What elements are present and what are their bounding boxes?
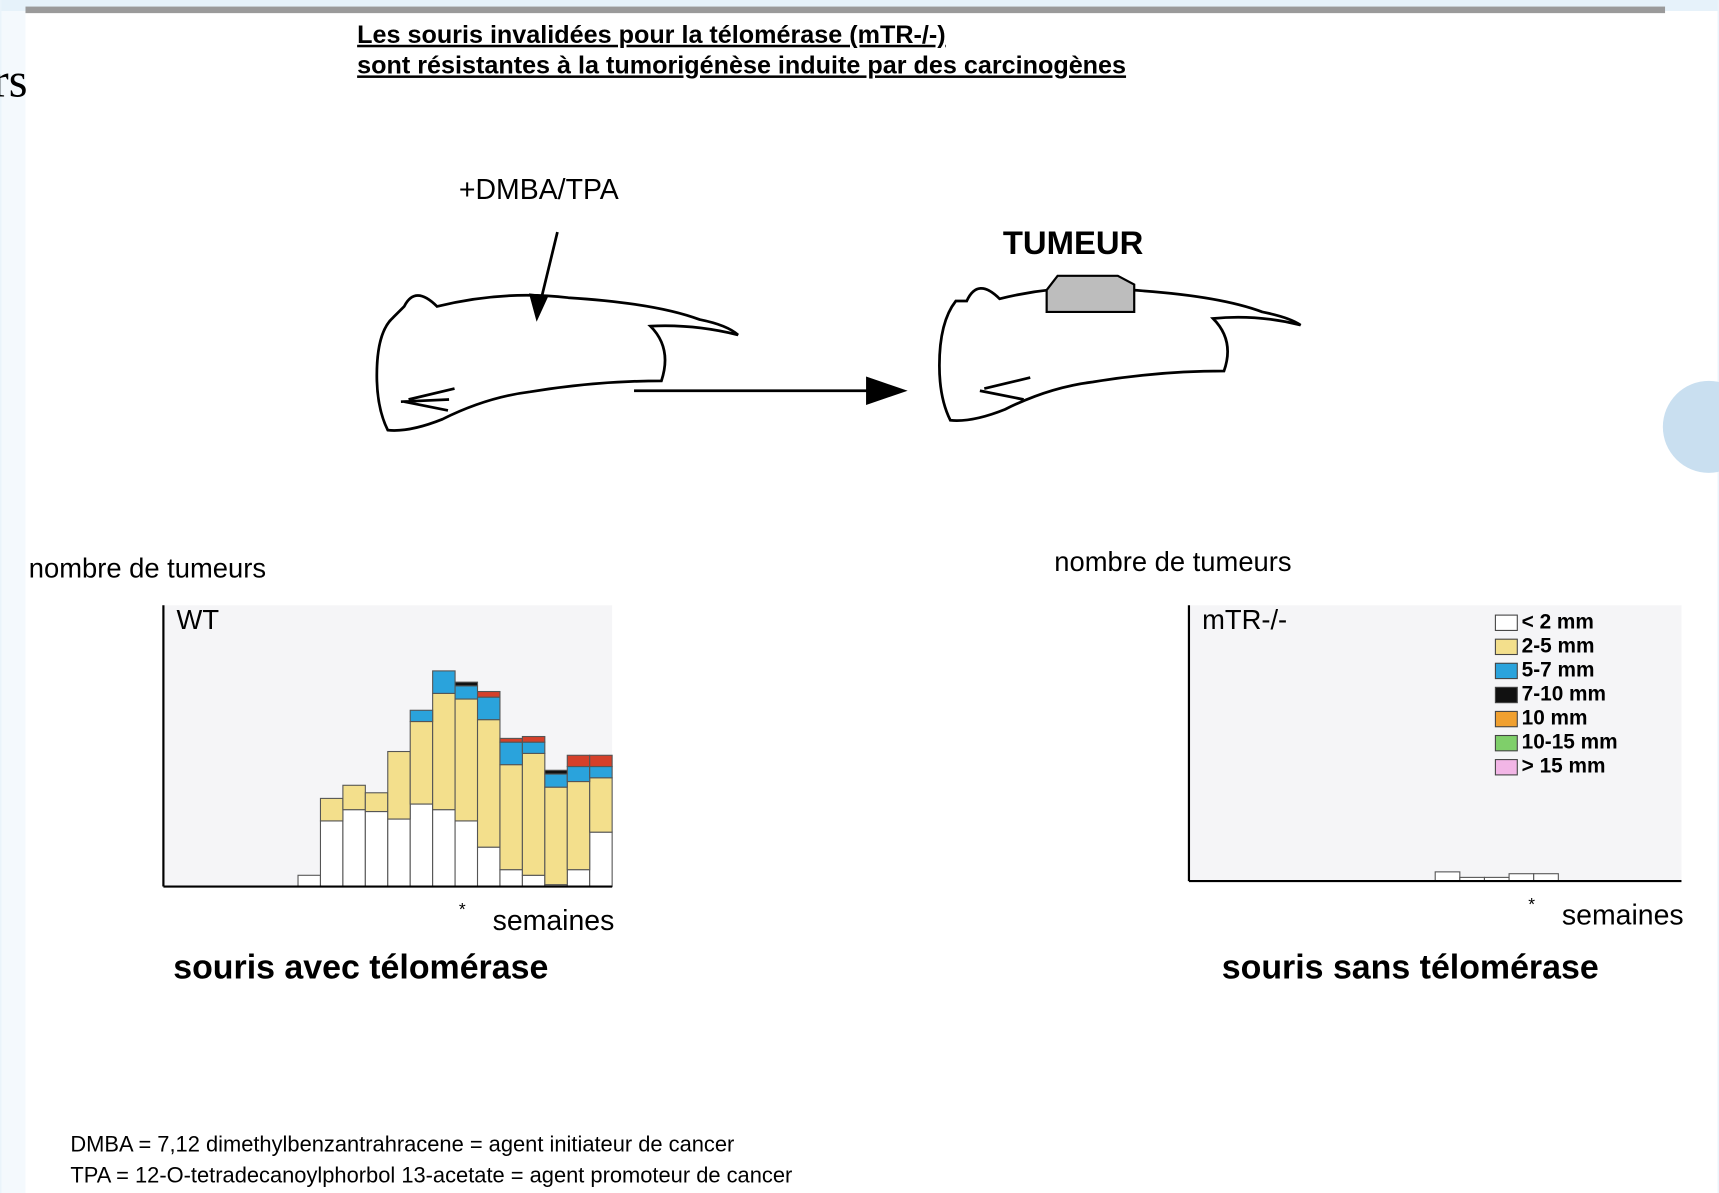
bar-segment (1434, 871, 1461, 882)
legend-swatch (1494, 759, 1518, 776)
bar-segment (297, 874, 322, 888)
top-edge (25, 6, 1666, 14)
bar-segment (364, 810, 389, 888)
legend-label: 10 mm (1522, 707, 1588, 730)
x-axis-note: * (459, 899, 466, 919)
legend-label: > 15 mm (1522, 755, 1606, 778)
left-edge (1, 10, 26, 1193)
chart-caption: souris sans télomérase (1222, 949, 1599, 987)
bar-segment (521, 735, 546, 743)
bar-segment (499, 741, 523, 766)
bar-segment (566, 869, 591, 888)
bar-segment (521, 752, 546, 876)
legend-swatch (1494, 734, 1518, 752)
bar-segment (566, 754, 591, 768)
legend-label: 10-15 mm (1522, 731, 1618, 754)
injection-arrow (538, 231, 559, 305)
edge-text: rs (0, 54, 27, 107)
y-axis-label: nombre de tumeurs (1054, 546, 1291, 577)
legend-swatch (1494, 710, 1518, 728)
bar-segment (387, 818, 411, 888)
y-axis-label: nombre de tumeurs (29, 552, 266, 583)
legend-label: 2-5 mm (1522, 634, 1595, 657)
bar-segment (342, 784, 366, 811)
legend-swatch (1494, 662, 1518, 680)
bar-segment (342, 809, 366, 888)
legend-label: 7-10 mm (1522, 682, 1606, 705)
treatment-label: +DMBA/TPA (459, 174, 619, 206)
bar-segment (454, 698, 479, 822)
footnote: TPA = 12-O-tetradecanoylphorbol 13-aceta… (70, 1162, 792, 1187)
bar-segment (566, 780, 591, 871)
bar-segment (1533, 873, 1559, 882)
bar-segment (589, 754, 613, 768)
bar-segment (319, 797, 344, 822)
footnote: DMBA = 7,12 dimethylbenzantrahracene = a… (70, 1132, 734, 1157)
bar-segment (1508, 873, 1535, 882)
bar-segment (454, 685, 479, 700)
bar-segment (476, 719, 501, 848)
legend-swatch (1494, 614, 1518, 631)
title-line: Les souris invalidées pour la télomérase… (357, 21, 946, 49)
side-decoration (1662, 380, 1719, 473)
bar-segment (319, 820, 344, 888)
bar-segment (499, 869, 523, 888)
legend-label: 5-7 mm (1522, 658, 1595, 681)
bar-segment (544, 786, 568, 886)
bar-segment (432, 670, 456, 694)
bar-segment (432, 692, 456, 811)
legend-label: < 2 mm (1522, 610, 1594, 633)
bar-segment (432, 809, 456, 888)
bar-segment (364, 792, 389, 813)
title-line: sont résistantes à la tumorigénèse indui… (357, 51, 1126, 79)
bar-segment (589, 777, 613, 833)
x-axis-note: * (1528, 894, 1535, 914)
plot-area (1188, 605, 1682, 882)
bar-segment (476, 690, 501, 698)
bar-segment (499, 737, 523, 743)
bar-segment (409, 720, 434, 805)
chart-label: WT (177, 604, 220, 635)
chart-label: mTR-/- (1202, 604, 1287, 635)
bar-segment (544, 769, 568, 775)
bar-segment (409, 709, 434, 723)
bar-segment (409, 803, 434, 888)
legend-swatch (1494, 686, 1518, 704)
arrow-head (866, 376, 908, 405)
bar-segment (544, 773, 568, 788)
result-label: TUMEUR (1003, 224, 1144, 261)
bar-segment (476, 696, 501, 721)
x-axis-label: semaines (493, 905, 615, 937)
chart-caption: souris avec télomérase (173, 949, 548, 987)
bar-segment (589, 831, 613, 888)
bar-segment (387, 750, 411, 820)
mouse-whiskers (979, 376, 1031, 401)
bar-segment (454, 681, 479, 687)
bar-segment (454, 820, 479, 888)
legend-swatch (1494, 638, 1518, 656)
bar-segment (521, 874, 546, 888)
tumor (1045, 274, 1136, 314)
bar-segment (499, 764, 523, 871)
mouse-whiskers (400, 387, 455, 412)
bar-segment (589, 765, 613, 779)
x-axis-label: semaines (1562, 900, 1684, 932)
bar-segment (476, 846, 501, 888)
bar-segment (566, 765, 591, 783)
slide-panel (25, 10, 1718, 1193)
arrow-head (528, 293, 549, 322)
bar-segment (521, 741, 546, 754)
